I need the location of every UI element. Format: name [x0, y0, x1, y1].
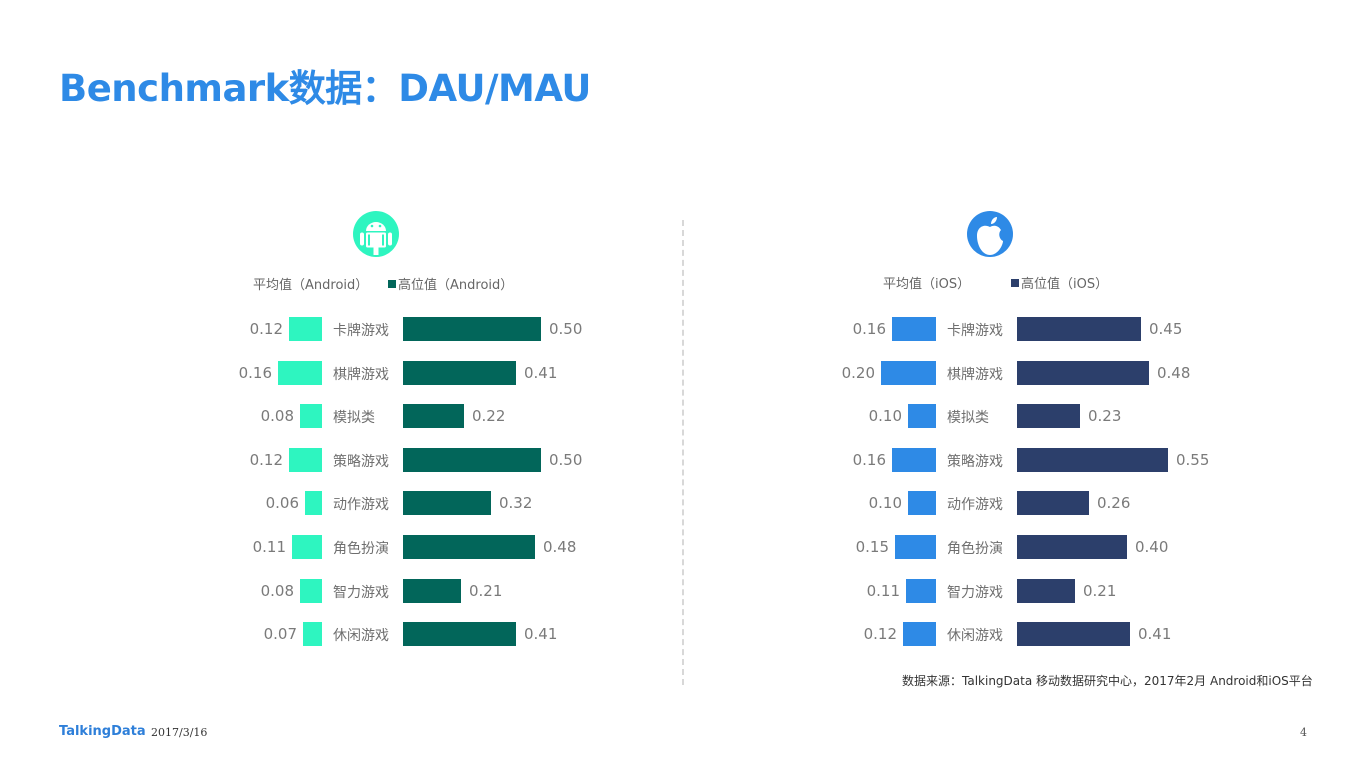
legend-android-high: 高位值（Android）	[388, 274, 513, 293]
panel-divider	[682, 220, 684, 685]
high-bar	[403, 361, 516, 385]
high-bar	[403, 622, 516, 646]
high-value-label: 0.48	[1157, 364, 1191, 382]
high-value-label: 0.48	[543, 538, 577, 556]
apple-icon	[967, 211, 1013, 257]
avg-value-label: 0.08	[260, 582, 294, 600]
high-bar	[403, 579, 461, 603]
category-label: 动作游戏	[947, 497, 1003, 513]
category-label: 智力游戏	[333, 585, 389, 601]
high-value-label: 0.50	[549, 320, 583, 338]
avg-value-label: 0.12	[249, 451, 283, 469]
avg-value-label: 0.12	[249, 320, 283, 338]
avg-bar	[300, 579, 322, 603]
category-label: 棋牌游戏	[333, 367, 389, 383]
avg-value-label: 0.07	[263, 625, 297, 643]
footer-date: 2017/3/16	[151, 726, 208, 739]
avg-bar	[892, 317, 936, 341]
page-number: 4	[1300, 726, 1307, 739]
avg-value-label: 0.16	[238, 364, 272, 382]
avg-bar	[906, 579, 936, 603]
high-bar	[1017, 404, 1080, 428]
avg-value-label: 0.08	[260, 407, 294, 425]
legend-swatch	[388, 280, 396, 288]
avg-bar	[881, 361, 936, 385]
avg-bar	[908, 491, 936, 515]
avg-bar	[289, 448, 322, 472]
data-source-note: 数据来源：TalkingData 移动数据研究中心，2017年2月 Androi…	[902, 674, 1313, 688]
avg-value-label: 0.11	[866, 582, 900, 600]
avg-bar	[278, 361, 322, 385]
avg-bar	[895, 535, 936, 559]
page-title: Benchmark数据：DAU/MAU	[59, 67, 591, 110]
avg-value-label: 0.16	[852, 451, 886, 469]
legend-ios-high: 高位值（iOS）	[1011, 273, 1108, 292]
avg-value-label: 0.10	[868, 407, 902, 425]
category-label: 模拟类	[947, 410, 989, 426]
high-value-label: 0.41	[1138, 625, 1172, 643]
android-icon	[353, 211, 399, 257]
category-label: 卡牌游戏	[947, 323, 1003, 339]
avg-value-label: 0.20	[841, 364, 875, 382]
avg-bar	[300, 404, 322, 428]
brand-logo: TalkingData	[59, 724, 146, 739]
category-label: 智力游戏	[947, 585, 1003, 601]
high-bar	[1017, 361, 1149, 385]
high-bar	[403, 404, 464, 428]
avg-bar	[289, 317, 322, 341]
avg-bar	[292, 535, 322, 559]
avg-value-label: 0.10	[868, 494, 902, 512]
legend-ios-avg: 平均值（iOS）	[883, 277, 971, 292]
avg-value-label: 0.06	[265, 494, 299, 512]
avg-value-label: 0.15	[855, 538, 889, 556]
high-bar	[1017, 622, 1130, 646]
high-value-label: 0.41	[524, 364, 558, 382]
avg-value-label: 0.11	[252, 538, 286, 556]
avg-value-label: 0.16	[852, 320, 886, 338]
high-bar	[403, 448, 541, 472]
high-value-label: 0.23	[1088, 407, 1122, 425]
high-value-label: 0.21	[1083, 582, 1117, 600]
category-label: 卡牌游戏	[333, 323, 389, 339]
high-bar	[403, 317, 541, 341]
category-label: 休闲游戏	[947, 628, 1003, 644]
high-value-label: 0.40	[1135, 538, 1169, 556]
category-label: 策略游戏	[947, 454, 1003, 470]
high-bar	[1017, 491, 1089, 515]
avg-bar	[908, 404, 936, 428]
avg-value-label: 0.12	[863, 625, 897, 643]
high-value-label: 0.32	[499, 494, 533, 512]
high-bar	[403, 535, 535, 559]
avg-bar	[903, 622, 936, 646]
avg-bar	[303, 622, 322, 646]
high-value-label: 0.21	[469, 582, 503, 600]
category-label: 策略游戏	[333, 454, 389, 470]
high-bar	[1017, 579, 1075, 603]
avg-bar	[305, 491, 322, 515]
category-label: 休闲游戏	[333, 628, 389, 644]
category-label: 模拟类	[333, 410, 375, 426]
category-label: 棋牌游戏	[947, 367, 1003, 383]
high-value-label: 0.50	[549, 451, 583, 469]
high-bar	[1017, 448, 1168, 472]
high-value-label: 0.55	[1176, 451, 1210, 469]
high-value-label: 0.26	[1097, 494, 1131, 512]
high-value-label: 0.22	[472, 407, 506, 425]
high-bar	[1017, 317, 1141, 341]
legend-android-avg: 平均值（Android）	[253, 278, 369, 293]
category-label: 动作游戏	[333, 497, 389, 513]
high-value-label: 0.41	[524, 625, 558, 643]
category-label: 角色扮演	[947, 541, 1003, 557]
legend-swatch	[1011, 279, 1019, 287]
high-bar	[1017, 535, 1127, 559]
high-bar	[403, 491, 491, 515]
avg-bar	[892, 448, 936, 472]
high-value-label: 0.45	[1149, 320, 1183, 338]
category-label: 角色扮演	[333, 541, 389, 557]
